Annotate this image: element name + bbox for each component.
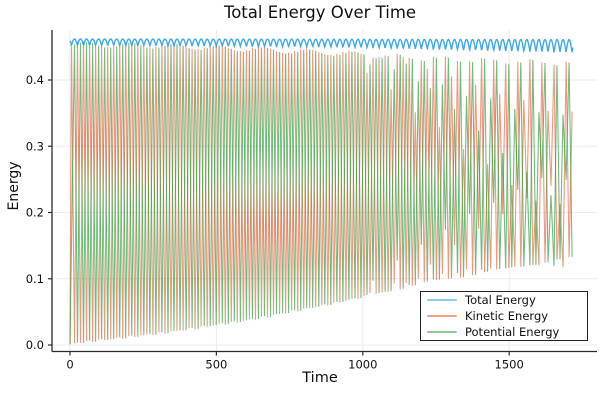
potential-energy-line-swatch <box>427 330 457 334</box>
y-tick-label: 0.2 <box>26 206 44 220</box>
series-total-energy <box>69 38 574 54</box>
chart-title: Total Energy Over Time <box>223 3 417 22</box>
x-tick-label: 0 <box>66 358 73 372</box>
y-axis-label: Energy <box>6 161 22 211</box>
total-energy-line-swatch <box>427 298 457 302</box>
y-tick-label: 0.1 <box>26 272 44 286</box>
kinetic-energy-line-swatch <box>427 314 457 318</box>
legend-item-total-energy: Total Energy <box>427 293 581 307</box>
y-tick-label: 0.3 <box>26 139 44 153</box>
x-axis-label: Time <box>302 370 338 386</box>
legend-label: Kinetic Energy <box>465 309 549 323</box>
y-tick-label: 0.0 <box>26 338 44 352</box>
legend-label: Total Energy <box>465 293 536 307</box>
x-tick-label: 1000 <box>348 358 377 372</box>
series-potential-energy <box>69 42 573 345</box>
legend-item-potential-energy: Potential Energy <box>427 325 581 339</box>
x-tick-label: 1500 <box>495 358 524 372</box>
y-tick-label: 0.4 <box>26 73 44 87</box>
legend: Total Energy Kinetic Energy Potential En… <box>420 291 588 341</box>
legend-label: Potential Energy <box>465 325 560 339</box>
axes: 0 500 1000 1500 0.0 0.1 0.2 0.3 0.4 <box>26 30 597 372</box>
legend-item-kinetic-energy: Kinetic Energy <box>427 309 581 323</box>
x-tick-label: 500 <box>205 358 227 372</box>
